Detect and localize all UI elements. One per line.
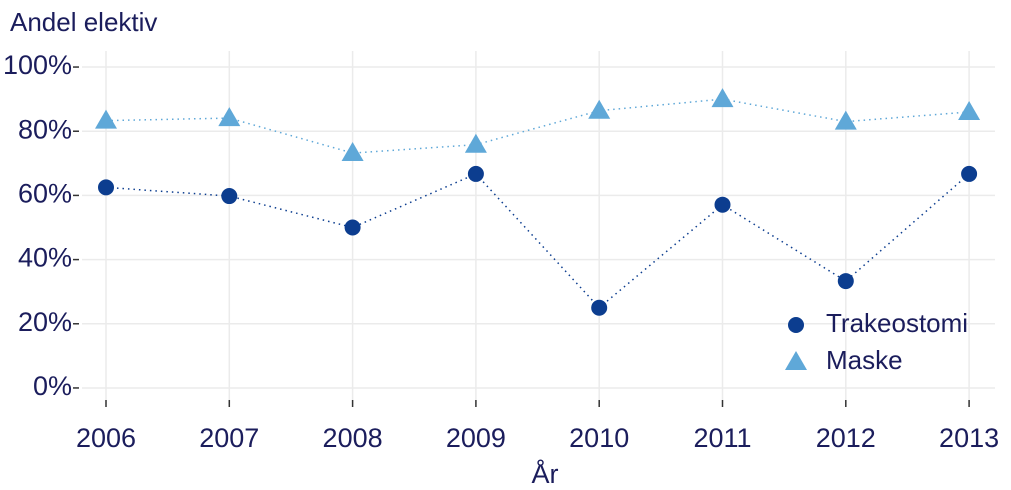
x-tick-label: 2010 xyxy=(569,423,629,453)
legend-label: Maske xyxy=(826,345,903,375)
point xyxy=(958,100,981,120)
point xyxy=(344,219,361,236)
y-tick-label: 80% xyxy=(18,114,72,144)
point xyxy=(837,273,854,290)
point xyxy=(591,299,608,316)
y-tick-label: 40% xyxy=(18,243,72,273)
point xyxy=(95,109,117,129)
point xyxy=(711,88,734,108)
x-tick-label: 2011 xyxy=(693,423,751,453)
point xyxy=(467,165,484,182)
point xyxy=(588,99,611,119)
legend-marker xyxy=(785,351,807,370)
point xyxy=(961,165,978,182)
point xyxy=(221,188,238,205)
point xyxy=(834,110,857,130)
point xyxy=(218,107,241,127)
x-tick-label: 2012 xyxy=(816,423,876,453)
chart-title: Andel elektiv xyxy=(10,7,157,37)
point xyxy=(341,142,364,162)
legend-marker xyxy=(788,317,804,333)
y-tick-label: 0% xyxy=(33,371,72,401)
x-tick-label: 2007 xyxy=(199,423,259,453)
point xyxy=(714,196,731,213)
y-tick-label: 20% xyxy=(18,307,72,337)
x-tick-label: 2008 xyxy=(323,423,383,453)
point xyxy=(98,179,114,196)
x-tick-label: 2006 xyxy=(76,423,136,453)
x-tick-label: 2013 xyxy=(939,423,999,453)
point xyxy=(464,133,487,153)
y-tick-label: 100% xyxy=(3,50,72,80)
legend-label: Trakeostomi xyxy=(826,308,968,338)
x-tick-label: 2009 xyxy=(446,423,506,453)
x-axis-label: År xyxy=(532,458,559,489)
y-tick-label: 60% xyxy=(18,179,72,209)
